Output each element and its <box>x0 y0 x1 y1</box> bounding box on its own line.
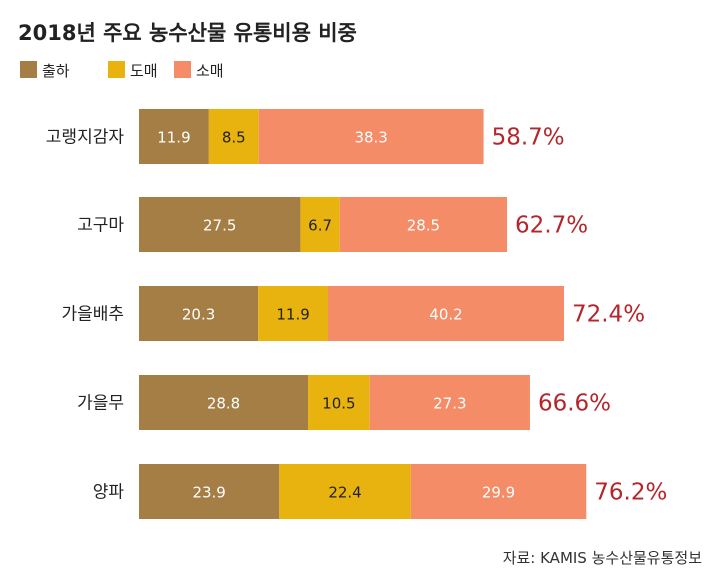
data-label-4-0: 23.9 <box>192 484 225 502</box>
data-label-1-2: 28.5 <box>407 217 440 235</box>
legend-swatch-2 <box>174 61 191 78</box>
category-label-2: 가을배추 <box>61 305 124 325</box>
bar-segment-4-0 <box>139 464 280 519</box>
total-label-0: 58.7% <box>492 125 565 151</box>
data-label-2-0: 20.3 <box>182 306 215 324</box>
bar-segment-0-1 <box>208 109 259 164</box>
data-label-2-1: 11.9 <box>276 306 309 324</box>
total-label-3: 66.6% <box>538 391 611 417</box>
data-label-4-2: 29.9 <box>482 484 515 502</box>
bar-segment-3-1 <box>308 375 370 430</box>
bar-segment-4-2 <box>410 464 587 519</box>
legend-label-1: 도매 <box>130 62 158 80</box>
data-label-3-2: 27.3 <box>433 395 466 413</box>
total-label-4: 76.2% <box>594 480 667 506</box>
category-label-4: 양파 <box>93 483 125 503</box>
bar-segment-0-2 <box>258 109 484 164</box>
data-label-2-2: 40.2 <box>429 306 462 324</box>
bar-segment-1-2 <box>339 197 508 252</box>
legend-swatch-1 <box>108 61 125 78</box>
bar-segment-4-1 <box>279 464 411 519</box>
legend-label-2: 소매 <box>196 62 224 80</box>
data-label-3-0: 28.8 <box>207 395 240 413</box>
data-label-1-0: 27.5 <box>203 217 236 235</box>
category-label-1: 고구마 <box>77 216 124 236</box>
bar-segment-1-0 <box>139 197 301 252</box>
bar-segment-1-1 <box>300 197 340 252</box>
source-note: 자료: KAMIS 농수산물유통정보 <box>503 549 703 567</box>
legend-label-0: 출하 <box>42 62 70 80</box>
data-label-3-1: 10.5 <box>322 395 355 413</box>
legend-swatch-0 <box>20 61 37 78</box>
bar-segment-2-2 <box>328 286 564 341</box>
chart-title: 2018년 주요 농수산물 유통비용 비중 <box>18 21 357 45</box>
bar-segment-2-0 <box>139 286 259 341</box>
category-label-3: 가을무 <box>77 394 124 414</box>
bars: 고랭지감자 11.9 8.5 38.3 58.7% 고구마 27.5 6.7 28.5 62.7%… <box>46 109 667 519</box>
category-label-0: 고랭지감자 <box>46 128 125 148</box>
total-label-2: 72.4% <box>572 302 645 328</box>
bar-segment-3-0 <box>139 375 309 430</box>
total-label-1: 62.7% <box>515 213 588 239</box>
data-label-4-1: 22.4 <box>328 484 361 502</box>
data-label-0-1: 8.5 <box>222 129 246 147</box>
bar-segment-0-0 <box>139 109 209 164</box>
bar-segment-3-2 <box>369 375 530 430</box>
data-label-0-2: 38.3 <box>354 129 387 147</box>
data-label-1-1: 6.7 <box>308 217 332 235</box>
legend: 출하 도매 소매 <box>20 61 224 80</box>
bar-segment-2-1 <box>258 286 329 341</box>
data-label-0-0: 11.9 <box>157 129 190 147</box>
